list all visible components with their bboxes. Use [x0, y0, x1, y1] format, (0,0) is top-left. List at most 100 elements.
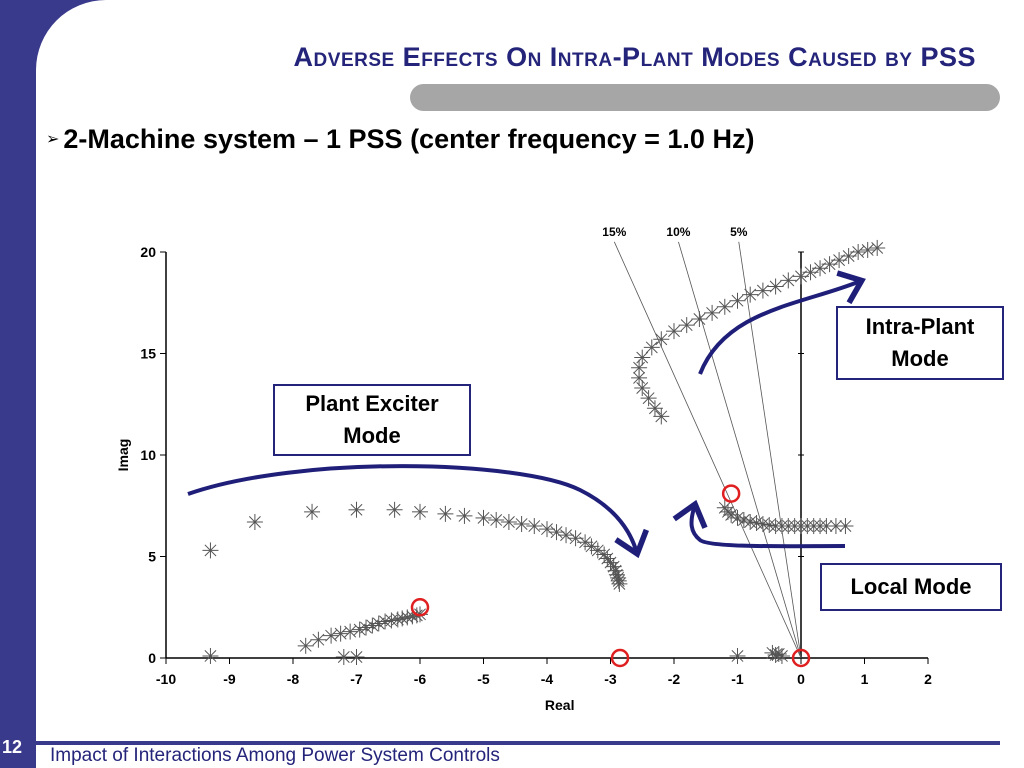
x-tick-label: -3 [604, 671, 617, 687]
data-point-marker [456, 507, 473, 524]
data-point-marker [558, 527, 575, 544]
data-point-marker [611, 575, 628, 592]
data-point-marker [610, 572, 627, 589]
damping-ratio-line [613, 241, 802, 659]
data-point-marker [869, 239, 886, 256]
x-tick-label: -10 [156, 671, 176, 687]
bullet-point: ➢ 2-Machine system – 1 PSS (center freque… [46, 124, 754, 155]
data-point-marker [653, 408, 670, 425]
data-point-marker [304, 503, 321, 520]
page-number: 12 [2, 737, 23, 757]
data-point-marker [634, 380, 651, 397]
data-point-marker [631, 359, 648, 376]
damping-ratio-label: 10% [666, 225, 690, 239]
data-point-marker [358, 619, 375, 636]
eigenvalue-highlight-circle [610, 648, 630, 668]
data-point-marker [583, 538, 600, 555]
data-point-marker [342, 623, 359, 640]
data-point-marker [723, 506, 740, 523]
data-point-marker [332, 625, 349, 642]
data-point-marker [773, 647, 790, 664]
damping-ratio-line [738, 241, 802, 659]
data-point-marker [666, 323, 682, 340]
data-point-marker [297, 637, 314, 654]
data-point-marker [348, 501, 365, 518]
data-point-marker [691, 310, 708, 327]
data-point-marker [780, 272, 797, 289]
y-axis-title: Imag [115, 439, 131, 472]
x-tick-label: 2 [924, 671, 932, 687]
bullet-arrow-icon: ➢ [46, 131, 60, 148]
x-tick-label: -9 [223, 671, 236, 687]
x-axis-title: Real [545, 697, 575, 713]
data-point-marker [513, 516, 530, 533]
data-point-marker [602, 554, 619, 571]
x-tick-label: -8 [287, 671, 300, 687]
damping-ratio-label: 15% [602, 225, 626, 239]
y-tick-label: 10 [140, 447, 156, 463]
intra-plant-label: Intra-Plant Mode [836, 306, 1004, 380]
data-point-marker [348, 648, 365, 665]
x-tick-label: -6 [414, 671, 427, 687]
data-point-marker [500, 513, 517, 530]
footer-text: Impact of Interactions Among Power Syste… [50, 745, 500, 766]
data-point-marker [351, 621, 368, 638]
footer-divider [36, 741, 1000, 745]
damping-ratio-label: 5% [730, 225, 748, 239]
data-point-marker [202, 647, 219, 664]
data-point-marker [704, 304, 721, 321]
data-point-marker [599, 550, 616, 567]
data-point-marker [729, 509, 746, 526]
damping-ratio-line [678, 241, 802, 659]
data-point-marker [643, 339, 660, 356]
data-point-marker [310, 631, 327, 648]
plant-exciter-arrow [187, 464, 649, 559]
data-point-marker [370, 615, 387, 632]
data-point-marker [850, 244, 867, 260]
plant-exciter-label: Plant Exciter Mode [273, 384, 471, 456]
data-point-marker [596, 546, 613, 563]
local-mode-label: Local Mode [820, 563, 1002, 611]
data-point-marker [859, 241, 876, 258]
intra-plant-arrow [698, 270, 866, 375]
data-point-marker [202, 542, 219, 559]
slide-title: Adverse Effects On Intra-Plant Modes Cau… [293, 42, 976, 72]
data-point-marker [488, 511, 505, 528]
x-tick-label: -2 [668, 671, 681, 687]
data-point-marker [735, 511, 752, 528]
data-point-marker [386, 501, 403, 518]
data-point-marker [394, 610, 411, 627]
data-point-marker [767, 278, 784, 295]
data-point-marker [539, 521, 555, 538]
x-tick-label: 1 [861, 671, 869, 687]
data-point-marker [577, 534, 594, 551]
data-point-marker [716, 298, 733, 315]
data-point-marker [837, 518, 854, 535]
data-point-marker [412, 503, 428, 520]
data-point-marker [589, 542, 606, 559]
data-point-marker [475, 509, 492, 526]
y-tick-label: 5 [148, 549, 156, 565]
y-tick-label: 0 [148, 650, 156, 666]
left-accent-bar [0, 0, 36, 768]
x-tick-label: -4 [541, 671, 554, 687]
x-tick-label: -7 [350, 671, 363, 687]
title-underline-bar [410, 84, 1000, 111]
x-tick-label: 0 [797, 671, 805, 687]
data-point-marker [364, 617, 381, 634]
data-point-marker [646, 400, 663, 417]
data-point-marker [827, 518, 844, 535]
data-point-marker [742, 286, 759, 303]
data-point-marker [437, 505, 454, 522]
data-point-marker [548, 524, 565, 541]
data-point-marker [246, 513, 263, 530]
data-point-marker [653, 331, 670, 348]
eigenvalue-highlight-circle [721, 484, 741, 503]
x-tick-label: -5 [477, 671, 490, 687]
y-tick-label: 15 [140, 346, 156, 362]
eigenvalue-highlight-circle [791, 648, 811, 668]
local-mode-arrow [672, 499, 846, 549]
bullet-text: 2-Machine system – 1 PSS (center frequen… [63, 124, 755, 154]
eigenvalue-highlight-circle [410, 598, 430, 617]
